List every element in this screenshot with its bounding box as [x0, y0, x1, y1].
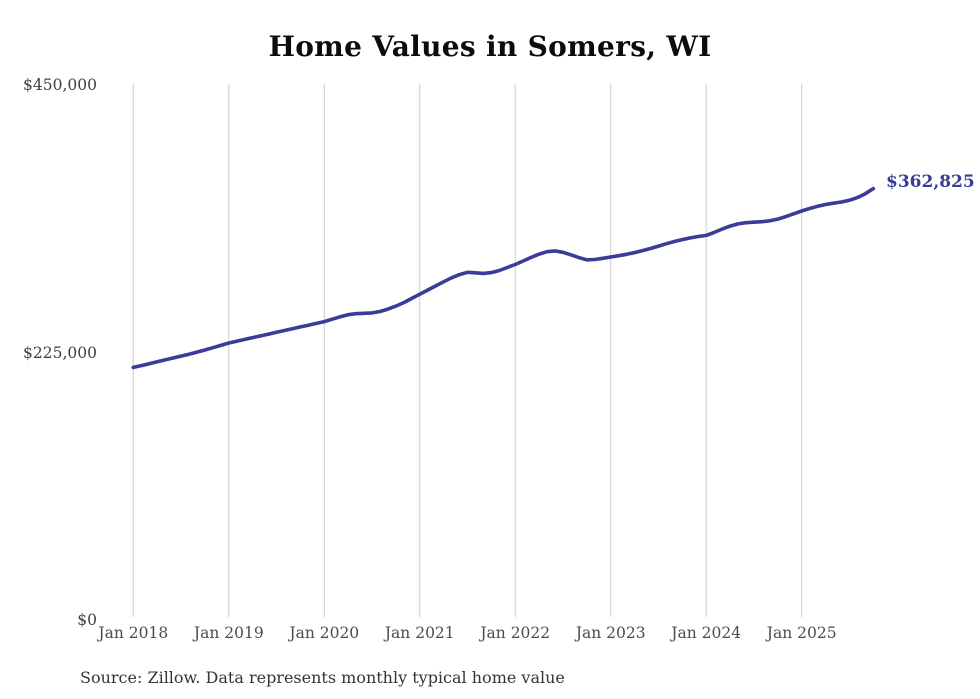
x-tick-label: Jan 2018 [98, 624, 169, 642]
x-tick-label: Jan 2023 [575, 624, 646, 642]
end-value-label: $362,825 [886, 172, 975, 192]
x-tick-label: Jan 2024 [671, 624, 742, 642]
chart-title: Home Values in Somers, WI [268, 30, 712, 63]
value-line [131, 186, 876, 370]
gridlines [132, 84, 803, 617]
x-tick-label: Jan 2020 [289, 624, 360, 642]
x-tick-label: Jan 2021 [384, 624, 455, 642]
y-tick-label: $450,000 [23, 76, 97, 94]
source-note: Source: Zillow. Data represents monthly … [80, 668, 565, 687]
x-tick-label: Jan 2022 [480, 624, 551, 642]
x-tick-label: Jan 2019 [193, 624, 264, 642]
y-tick-label: $0 [77, 611, 97, 629]
y-tick-label: $225,000 [23, 343, 97, 362]
x-tick-label: Jan 2025 [766, 624, 837, 642]
